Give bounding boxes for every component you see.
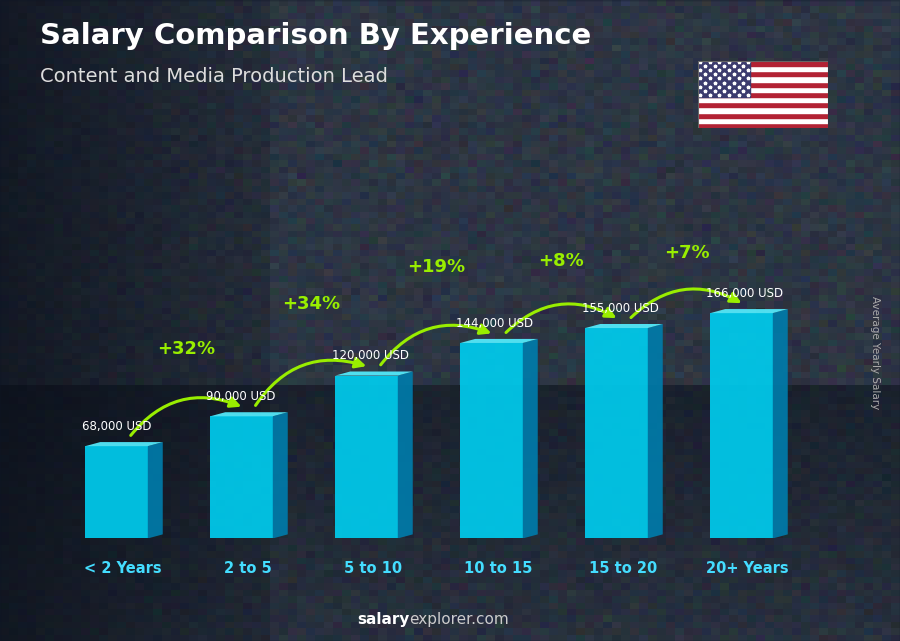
- Text: 20+ Years: 20+ Years: [706, 561, 789, 576]
- Text: 90,000 USD: 90,000 USD: [206, 390, 276, 403]
- Polygon shape: [398, 372, 413, 538]
- Bar: [698, 61, 828, 66]
- Text: 155,000 USD: 155,000 USD: [581, 302, 659, 315]
- Bar: [698, 81, 828, 87]
- Text: 10 to 15: 10 to 15: [464, 561, 532, 576]
- Polygon shape: [460, 343, 523, 538]
- Polygon shape: [335, 372, 413, 376]
- Bar: [698, 92, 828, 97]
- Text: +8%: +8%: [538, 252, 584, 270]
- Text: +7%: +7%: [663, 244, 709, 262]
- Polygon shape: [148, 442, 163, 538]
- Text: 166,000 USD: 166,000 USD: [706, 287, 784, 300]
- Polygon shape: [585, 328, 648, 538]
- Text: 15 to 20: 15 to 20: [589, 561, 657, 576]
- Polygon shape: [335, 376, 398, 538]
- Bar: [698, 97, 828, 103]
- Polygon shape: [523, 339, 538, 538]
- Polygon shape: [710, 309, 788, 313]
- Text: Salary Comparison By Experience: Salary Comparison By Experience: [40, 22, 592, 51]
- Polygon shape: [460, 339, 538, 343]
- Text: 68,000 USD: 68,000 USD: [82, 420, 151, 433]
- Bar: [698, 66, 828, 71]
- Text: Average Yearly Salary: Average Yearly Salary: [869, 296, 880, 409]
- Text: Content and Media Production Lead: Content and Media Production Lead: [40, 67, 389, 87]
- Text: 120,000 USD: 120,000 USD: [331, 349, 409, 363]
- Bar: [698, 71, 828, 76]
- Text: < 2 Years: < 2 Years: [84, 561, 162, 576]
- Bar: [698, 123, 828, 128]
- Text: 2 to 5: 2 to 5: [224, 561, 272, 576]
- Polygon shape: [211, 416, 273, 538]
- Bar: [698, 76, 828, 81]
- Polygon shape: [86, 442, 163, 446]
- Polygon shape: [710, 313, 773, 538]
- Text: salary: salary: [357, 612, 410, 627]
- Polygon shape: [86, 446, 148, 538]
- Text: +32%: +32%: [158, 340, 216, 358]
- Polygon shape: [585, 324, 662, 328]
- Text: explorer.com: explorer.com: [410, 612, 509, 627]
- Bar: [698, 87, 828, 92]
- Bar: [698, 108, 828, 113]
- Bar: [698, 113, 828, 118]
- Text: 144,000 USD: 144,000 USD: [456, 317, 534, 330]
- Bar: [698, 118, 828, 123]
- Text: +19%: +19%: [408, 258, 465, 276]
- Text: +34%: +34%: [283, 295, 340, 313]
- Bar: [698, 103, 828, 108]
- Text: 5 to 10: 5 to 10: [344, 561, 401, 576]
- Polygon shape: [211, 412, 288, 416]
- Bar: [698, 61, 750, 97]
- Polygon shape: [773, 309, 788, 538]
- Polygon shape: [648, 324, 662, 538]
- Polygon shape: [273, 412, 288, 538]
